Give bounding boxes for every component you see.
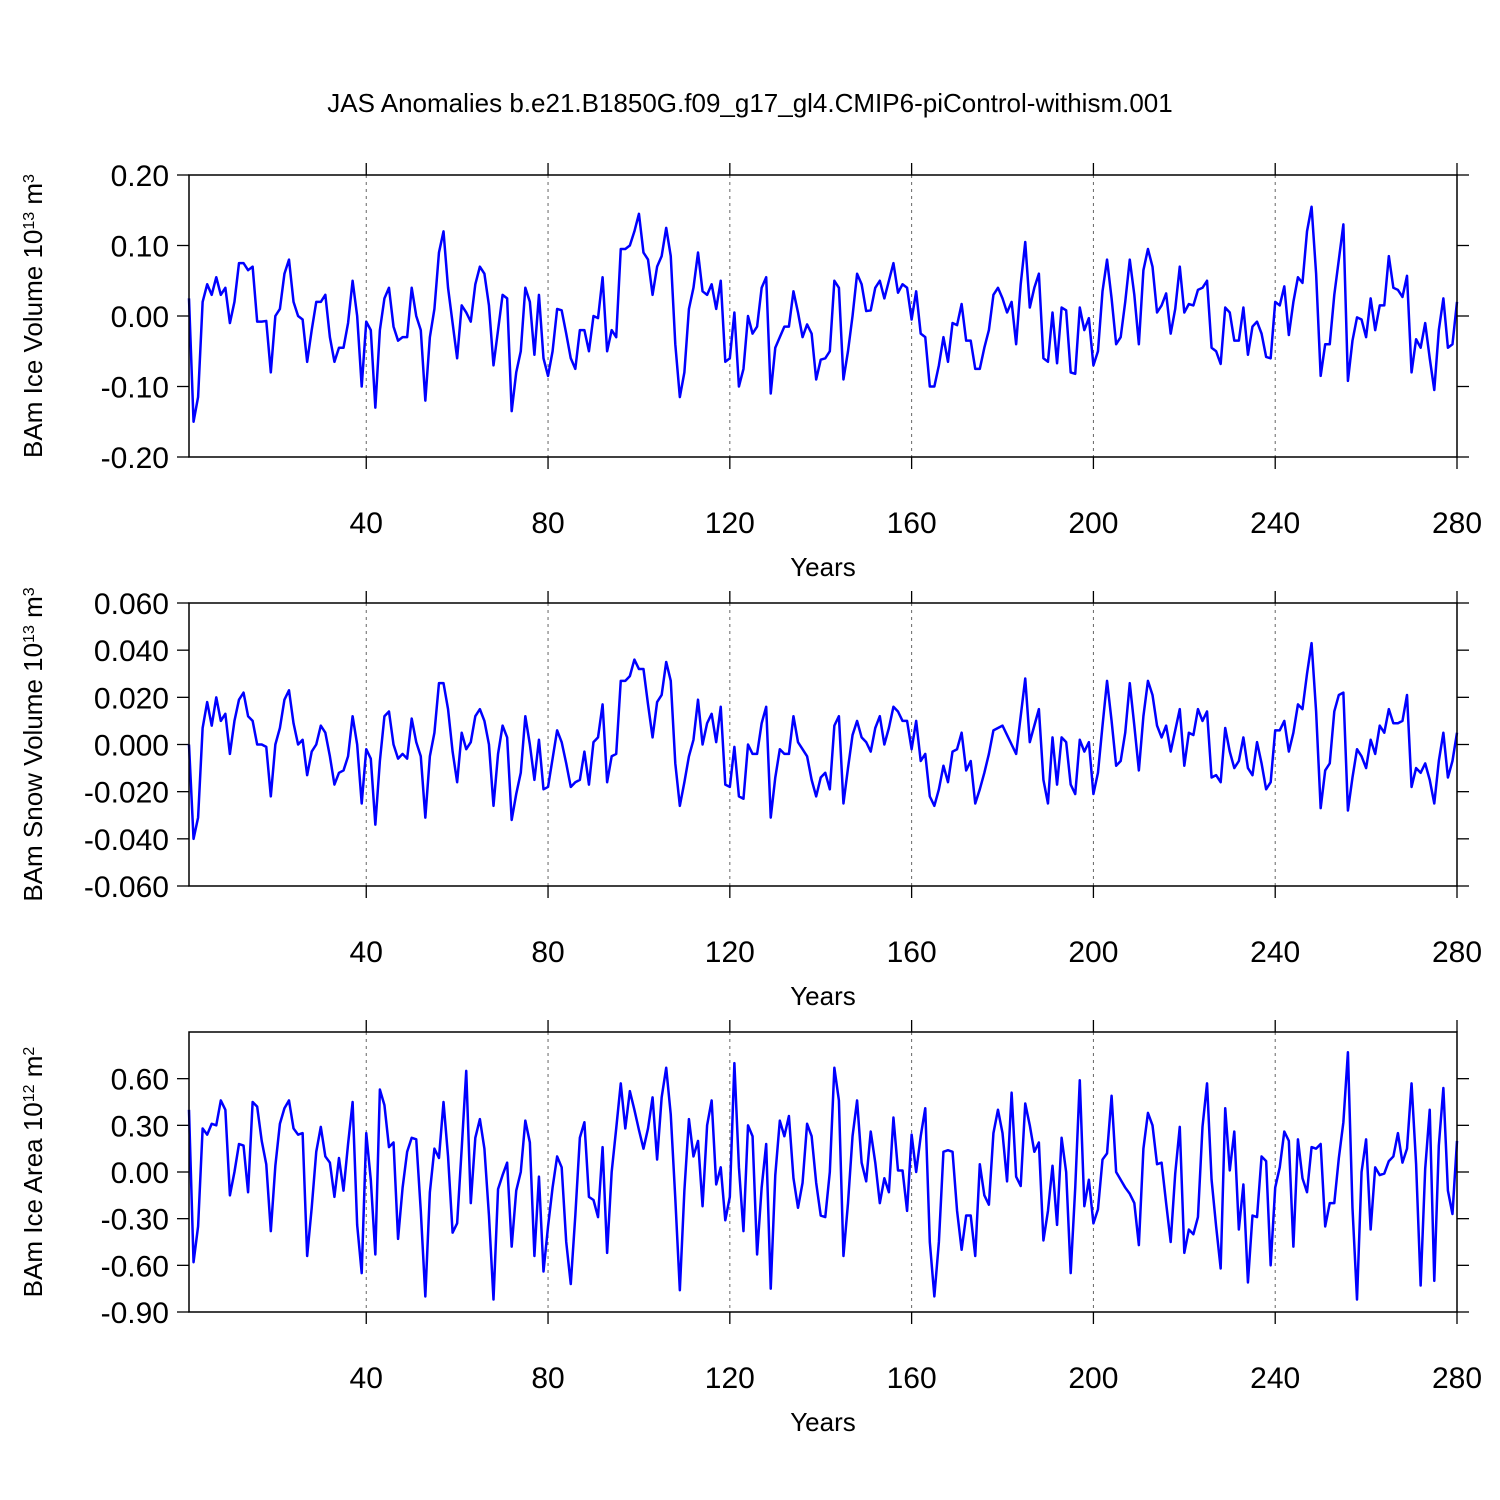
x-tick-label: 40 xyxy=(350,507,383,540)
x-tick-label: 280 xyxy=(1432,1362,1482,1395)
y-tick-label: -0.20 xyxy=(101,442,169,475)
y-axis-label-exponent: 12 xyxy=(21,1084,38,1102)
y-axis-label-text: m xyxy=(18,1056,48,1085)
y-axis-label-exponent: 13 xyxy=(21,625,38,643)
y-axis-label-exponent: 2 xyxy=(21,1047,38,1056)
x-tick-label: 80 xyxy=(531,1362,564,1395)
x-tick-label: 80 xyxy=(531,507,564,540)
x-tick-label: 240 xyxy=(1250,1362,1300,1395)
y-axis-label-exponent: 3 xyxy=(21,587,38,596)
x-tick-label: 240 xyxy=(1250,936,1300,969)
y-tick-label: 0.20 xyxy=(111,160,169,193)
y-tick-label: -0.60 xyxy=(101,1250,169,1283)
y-tick-label: 0.040 xyxy=(94,635,169,668)
x-tick-label: 280 xyxy=(1432,507,1482,540)
y-tick-label: 0.060 xyxy=(94,588,169,621)
y-tick-label: 0.020 xyxy=(94,682,169,715)
x-axis-label: Years xyxy=(790,552,856,582)
data-line xyxy=(187,641,1459,841)
y-axis-label-exponent: 13 xyxy=(21,212,38,230)
data-line xyxy=(187,205,1459,423)
y-tick-label: 0.00 xyxy=(111,301,169,334)
y-tick-label: 0.10 xyxy=(111,231,169,264)
y-axis-label-exponent: 3 xyxy=(21,174,38,183)
x-tick-label: 40 xyxy=(350,1362,383,1395)
plot-frame xyxy=(188,602,1458,887)
x-tick-label: 80 xyxy=(531,936,564,969)
x-axis-label: Years xyxy=(790,1407,856,1437)
x-tick-label: 160 xyxy=(887,507,937,540)
y-tick-label: 0.30 xyxy=(111,1110,169,1143)
plot-frame xyxy=(188,174,1458,458)
x-tick-label: 120 xyxy=(705,1362,755,1395)
y-axis-label-text: m xyxy=(18,183,48,212)
y-axis-label: BAm Ice Volume 1013 m3 xyxy=(18,174,48,458)
y-axis-label-text: BAm Ice Volume 10 xyxy=(18,230,48,458)
y-axis-label: BAm Snow Volume 1013 m3 xyxy=(18,587,48,901)
x-axis-label: Years xyxy=(790,981,856,1011)
y-tick-label: -0.10 xyxy=(101,372,169,405)
x-tick-label: 120 xyxy=(705,936,755,969)
y-tick-label: 0.000 xyxy=(94,730,169,763)
y-axis-label-text: BAm Snow Volume 10 xyxy=(18,643,48,902)
y-axis-label-text: m xyxy=(18,596,48,625)
x-tick-label: 160 xyxy=(887,936,937,969)
data-line xyxy=(187,1050,1459,1301)
y-tick-label: -0.020 xyxy=(84,777,169,810)
x-tick-label: 200 xyxy=(1068,1362,1118,1395)
x-tick-label: 160 xyxy=(887,1362,937,1395)
x-tick-label: 200 xyxy=(1068,936,1118,969)
y-tick-label: 0.00 xyxy=(111,1157,169,1190)
y-tick-label: -0.90 xyxy=(101,1297,169,1330)
x-tick-label: 240 xyxy=(1250,507,1300,540)
x-tick-label: 280 xyxy=(1432,936,1482,969)
x-tick-label: 200 xyxy=(1068,507,1118,540)
y-tick-label: -0.060 xyxy=(84,871,169,904)
x-tick-label: 120 xyxy=(705,507,755,540)
plot-frame xyxy=(188,1031,1458,1313)
y-tick-label: 0.60 xyxy=(111,1064,169,1097)
title: JAS Anomalies b.e21.B1850G.f09_g17_gl4.C… xyxy=(327,88,1172,118)
y-axis-label: BAm Ice Area 1012 m2 xyxy=(18,1047,48,1298)
x-tick-label: 40 xyxy=(350,936,383,969)
y-tick-label: -0.30 xyxy=(101,1204,169,1237)
y-axis-label-text: BAm Ice Area 10 xyxy=(18,1102,48,1297)
y-tick-label: -0.040 xyxy=(84,824,169,857)
